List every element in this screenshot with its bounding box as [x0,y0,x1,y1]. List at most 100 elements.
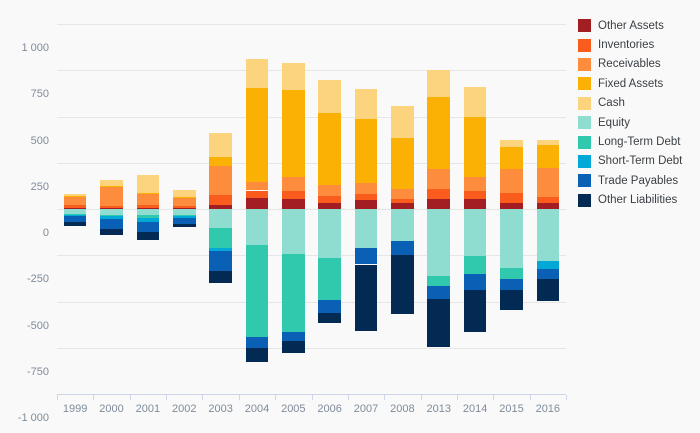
bar-segment[interactable] [536,139,560,146]
bar-segment[interactable] [354,88,378,120]
bar-group-2001[interactable] [136,24,160,394]
bar-segment[interactable] [318,312,341,323]
bar-segment[interactable] [245,182,269,191]
bar-segment[interactable] [318,112,341,185]
bar-segment[interactable] [172,214,196,217]
bar-segment[interactable] [245,336,269,348]
bar-segment[interactable] [500,169,523,194]
bar-segment[interactable] [427,188,450,199]
bar-segment[interactable] [100,186,123,207]
bar-segment[interactable] [136,207,160,209]
bar-segment[interactable] [209,209,232,228]
bar-group-1999[interactable] [63,24,87,394]
bar-segment[interactable] [500,279,523,291]
bar-segment[interactable] [463,273,487,291]
bar-group-2004[interactable] [245,24,269,394]
bar-segment[interactable] [245,197,269,209]
bar-segment[interactable] [463,86,487,118]
bar-segment[interactable] [463,176,487,191]
bar-segment[interactable] [391,106,414,138]
bar-group-2005[interactable] [282,24,305,394]
bar-segment[interactable] [136,221,160,233]
bar-segment[interactable] [282,332,305,342]
legend-item-receivables[interactable]: Receivables [578,55,698,74]
bar-segment[interactable] [172,223,196,228]
bar-segment[interactable] [172,189,196,197]
bar-segment[interactable] [172,197,196,207]
bar-segment[interactable] [427,275,450,286]
bar-group-2007[interactable] [354,24,378,394]
bar-segment[interactable] [209,247,232,251]
bar-segment[interactable] [391,137,414,189]
bar-segment[interactable] [463,117,487,177]
bar-segment[interactable] [536,269,560,280]
bar-segment[interactable] [282,254,305,332]
bar-segment[interactable] [100,207,123,209]
bar-group-2014[interactable] [463,24,487,394]
bar-segment[interactable] [463,209,487,257]
bar-segment[interactable] [427,97,450,170]
bar-group-2003[interactable] [209,24,232,394]
bar-segment[interactable] [209,227,232,248]
bar-group-2016[interactable] [536,24,560,394]
bar-segment[interactable] [500,139,523,148]
bar-segment[interactable] [500,209,523,269]
bar-segment[interactable] [172,209,196,215]
bar-segment[interactable] [282,190,305,199]
legend-item-cash[interactable]: Cash [578,94,698,113]
bar-segment[interactable] [63,205,87,209]
bar-segment[interactable] [354,247,378,265]
bar-segment[interactable] [100,209,123,215]
bar-segment[interactable] [536,279,560,302]
bar-segment[interactable] [463,198,487,209]
bar-segment[interactable] [354,264,378,332]
bar-segment[interactable] [282,89,305,177]
bar-segment[interactable] [282,198,305,209]
bar-segment[interactable] [354,209,378,248]
bar-segment[interactable] [318,184,341,197]
bar-segment[interactable] [318,196,341,203]
bar-segment[interactable] [500,268,523,280]
bar-group-2006[interactable] [318,24,341,394]
bar-segment[interactable] [536,168,560,197]
bar-segment[interactable] [136,194,160,206]
bar-segment[interactable] [63,195,87,197]
bar-segment[interactable] [63,209,87,214]
bar-segment[interactable] [136,215,160,219]
legend-item-fixed-assets[interactable]: Fixed Assets [578,74,698,93]
bar-segment[interactable] [100,185,123,187]
bar-group-2002[interactable] [172,24,196,394]
bar-segment[interactable] [63,196,87,206]
bar-segment[interactable] [63,221,87,226]
bar-segment[interactable] [100,216,123,220]
bar-segment[interactable] [245,87,269,183]
bar-group-2015[interactable] [500,24,523,394]
bar-segment[interactable] [282,62,305,90]
bar-segment[interactable] [391,209,414,242]
bar-segment[interactable] [318,258,341,300]
bar-segment[interactable] [500,203,523,209]
bar-segment[interactable] [536,260,560,270]
bar-segment[interactable] [136,205,160,208]
bar-segment[interactable] [209,166,232,196]
bar-segment[interactable] [209,270,232,283]
bar-segment[interactable] [209,195,232,206]
legend-item-long-term-debt[interactable]: Long-Term Debt [578,132,698,151]
bar-segment[interactable] [427,285,450,299]
bar-segment[interactable] [391,203,414,209]
bar-segment[interactable] [318,202,341,209]
bar-segment[interactable] [136,209,160,216]
bar-segment[interactable] [463,290,487,333]
bar-segment[interactable] [245,209,269,246]
bar-segment[interactable] [245,190,269,198]
bar-group-2000[interactable] [100,24,123,394]
legend-item-other-liabilities[interactable]: Other Liabilities [578,191,698,210]
legend-item-short-term-debt[interactable]: Short-Term Debt [578,152,698,171]
legend-item-trade-payables[interactable]: Trade Payables [578,171,698,190]
bar-segment[interactable] [391,188,414,199]
bar-segment[interactable] [172,218,196,224]
bar-segment[interactable] [318,209,341,259]
bar-segment[interactable] [536,145,560,169]
bar-segment[interactable] [63,208,87,209]
bar-segment[interactable] [136,174,160,194]
